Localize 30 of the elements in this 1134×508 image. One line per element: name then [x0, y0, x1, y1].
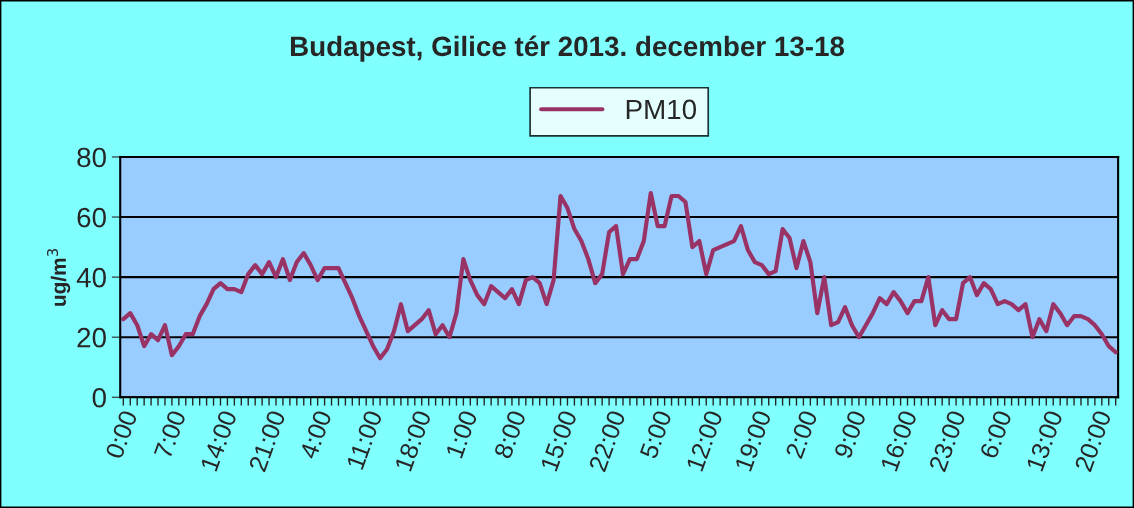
- x-tick-label: 7:00: [153, 409, 187, 460]
- y-tick-label: 40: [76, 267, 106, 288]
- x-tick-label: 12:00: [685, 409, 723, 472]
- legend-label: PM10: [626, 99, 697, 120]
- x-tick-label: 16:00: [880, 409, 918, 472]
- y-axis-title: ug/m$^{3}$: [47, 249, 71, 306]
- x-tick-label: 22:00: [588, 409, 626, 473]
- y-tick-label: 60: [77, 207, 106, 228]
- x-tick-label: 21:00: [248, 409, 286, 473]
- x-tick-label: 4:00: [299, 409, 332, 460]
- x-tick-label: 18:00: [394, 409, 432, 472]
- x-tick-label: 19:00: [734, 409, 772, 472]
- x-tick-label: 9:00: [833, 409, 867, 460]
- x-tick-label: 20:00: [1074, 409, 1112, 473]
- x-tick-label: 23:00: [928, 409, 966, 473]
- x-tick-label: 11:00: [346, 409, 383, 470]
- x-tick-label: 5:00: [639, 409, 672, 460]
- x-tick-label: 8:00: [493, 409, 527, 460]
- x-tick-label: 15:00: [540, 409, 578, 472]
- x-tick-label: 1:00: [445, 409, 478, 459]
- x-tick-label: 2:00: [785, 409, 818, 460]
- line-series: [121, 190, 1118, 361]
- chart-title: Budapest, Gilice tér 2013. december 13-18: [290, 35, 845, 62]
- x-tick-label: 6:00: [979, 409, 1013, 460]
- x-tick-label: 14:00: [200, 409, 238, 472]
- x-tick-label: 13:00: [1025, 409, 1063, 472]
- y-tick-label: 0: [92, 387, 106, 408]
- y-tick-label: 20: [77, 327, 106, 348]
- x-tick-label: 0:00: [105, 409, 138, 460]
- y-tick-label: 80: [77, 147, 106, 168]
